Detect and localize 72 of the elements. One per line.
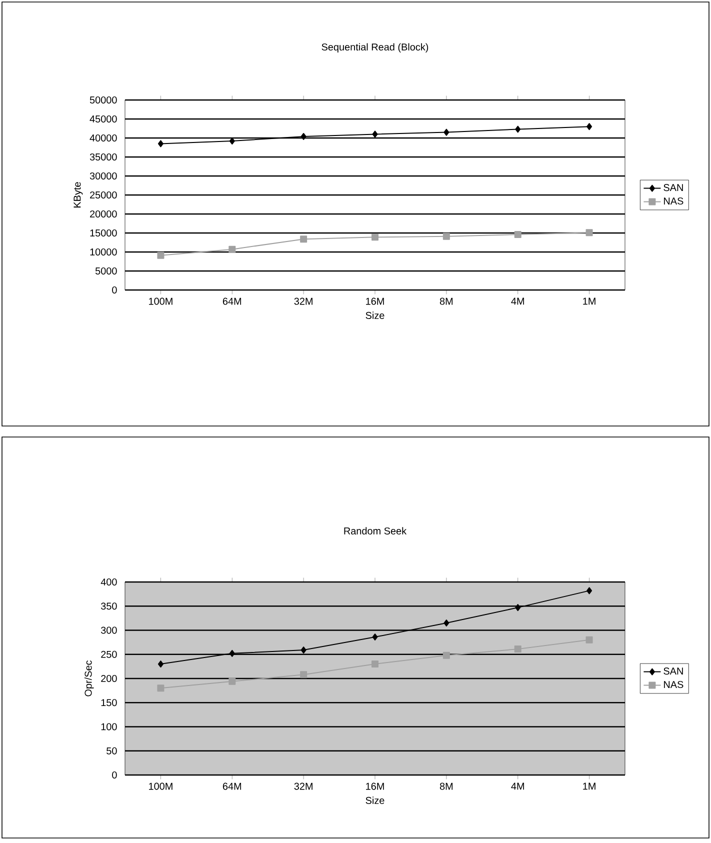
point [300,236,308,243]
point [514,646,522,653]
x-tick-label: 32M [294,298,312,305]
y-axis-title: Opr/Sec [84,660,94,696]
point [442,652,450,659]
x-tick-label: 64M [222,782,242,790]
y-tick-label: 50000 [90,96,117,104]
x-axis-title: Size [366,312,384,319]
legend-label: NAS [664,680,684,688]
legend-label: SAN [664,668,683,675]
y-tick-label: 15000 [90,229,117,237]
point [371,234,378,241]
y-tick-label: 10000 [90,248,117,256]
y-tick-label: 200 [101,674,117,682]
point [586,587,592,594]
point [586,229,593,236]
x-tick-label: 16M [366,298,384,305]
y-tick-label: 350 [100,602,117,610]
x-tick-label: 32M [294,782,312,790]
x-tick-label: 8M [440,782,453,790]
x-tick-label: 4M [511,782,524,790]
y-tick-label: 250 [101,650,117,658]
point [442,232,450,240]
x-tick-label: 1M [583,298,596,305]
x-axis-title: Size [366,796,384,804]
y-tick-label: 0 [112,771,117,779]
y-tick-label: 5000 [95,267,117,275]
point [444,128,450,136]
y-tick-label: 30000 [90,172,117,180]
x-tick-label: 16M [366,782,384,790]
point [158,660,164,668]
point [158,140,164,148]
x-tick-label: 100M [149,298,172,305]
point [586,123,592,130]
point [229,650,235,657]
y-tick-label: 40000 [90,134,117,142]
y-tick-label: 50 [106,747,117,754]
point [300,132,306,140]
y-tick-label: 100 [101,723,117,730]
point [372,130,378,138]
chart-title: Random Seek [344,527,407,534]
point [372,634,378,640]
point [228,246,236,253]
point [515,604,521,612]
point [300,646,306,654]
point [515,126,521,133]
legend-label: NAS [664,197,684,205]
x-tick-label: 4M [511,298,524,305]
point [444,620,450,627]
y-tick-label: 0 [112,286,117,294]
y-tick-label: 150 [101,699,117,706]
point [371,660,378,668]
point [300,671,308,678]
y-tick-label: 300 [100,626,117,634]
y-tick-label: 20000 [90,210,117,218]
point [228,678,236,685]
y-axis-title: KByte [74,182,83,208]
chart-title: Sequential Read (Block) [322,43,428,52]
legend-label: SAN [664,184,683,192]
point [514,231,522,238]
point [157,684,164,692]
y-tick-label: 35000 [90,153,117,161]
y-tick-label: 45000 [90,115,117,123]
x-tick-label: 100M [149,782,172,790]
point [229,138,235,145]
y-tick-label: 400 [100,578,117,586]
point [586,636,593,644]
y-tick-label: 25000 [90,191,117,199]
x-tick-label: 8M [440,298,453,305]
point [157,252,164,259]
x-tick-label: 64M [222,298,242,305]
x-tick-label: 1M [583,782,596,790]
